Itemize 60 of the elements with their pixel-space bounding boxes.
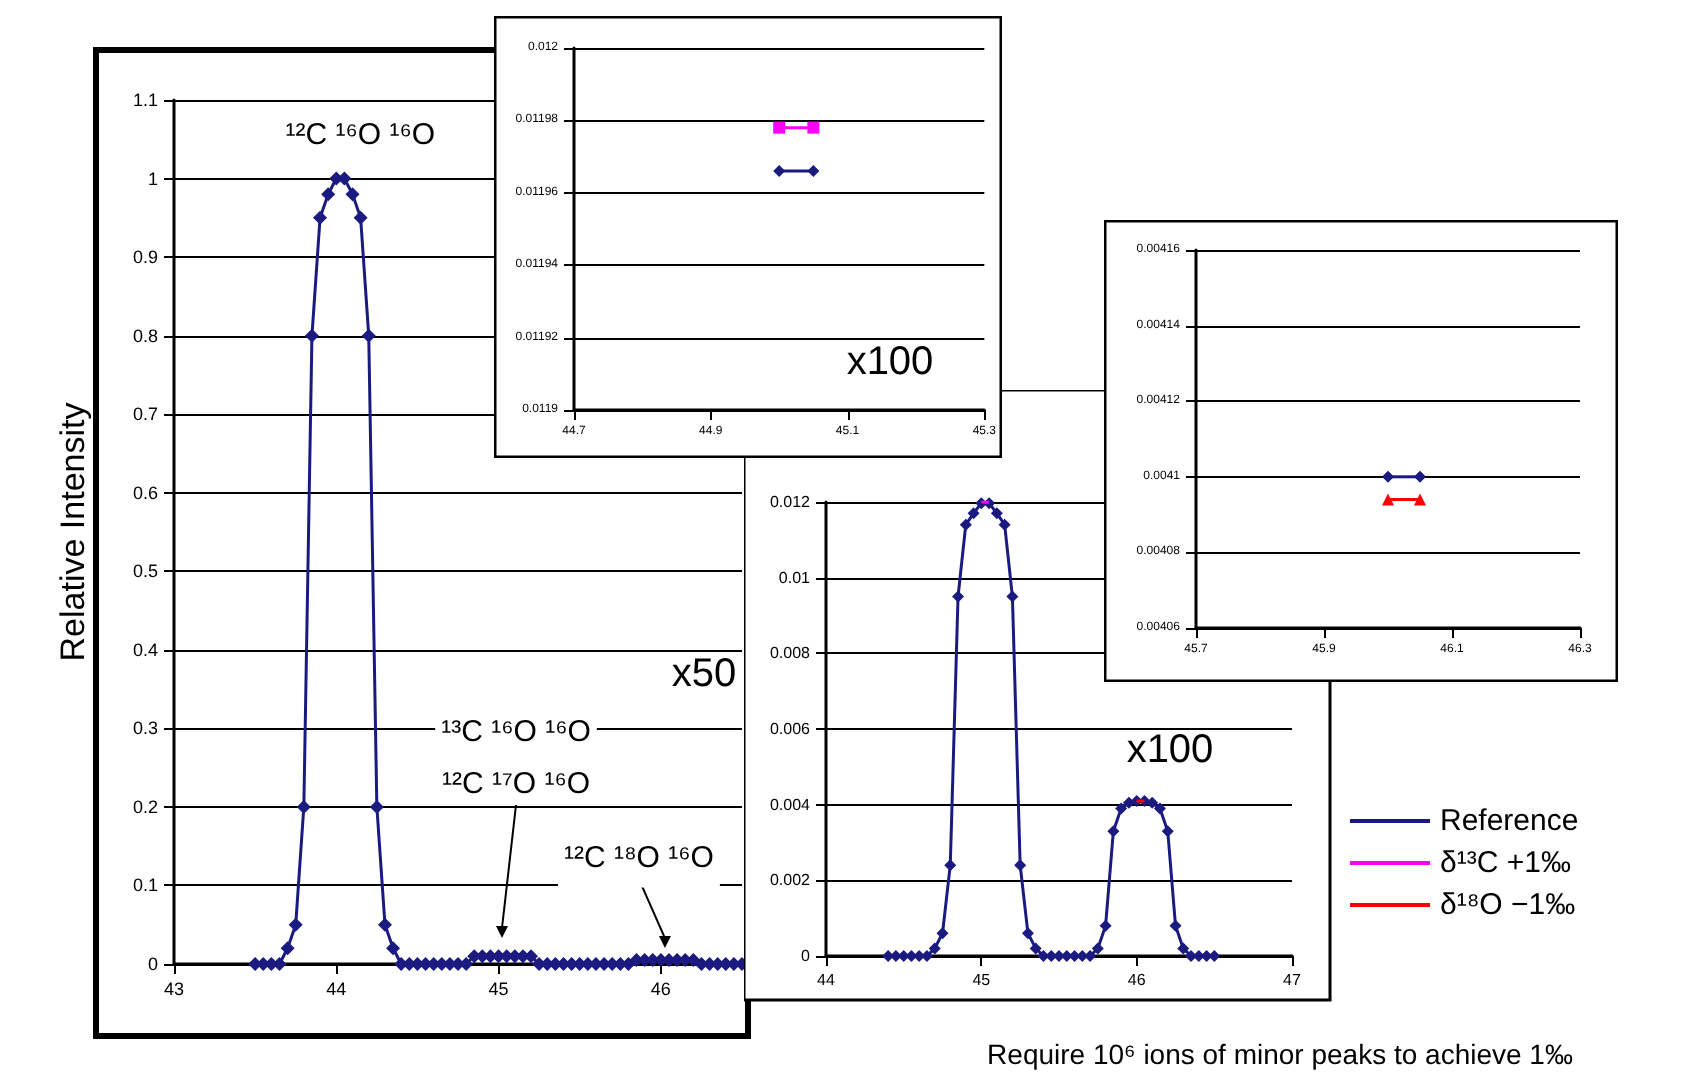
- y-tick-label: 0: [801, 947, 812, 965]
- y-tick-label: 0.006: [769, 720, 812, 738]
- legend-label: Reference: [1440, 804, 1579, 838]
- y-tick-label: 0.01: [778, 568, 812, 587]
- y-tick-label: 1: [147, 168, 158, 189]
- point: [928, 942, 941, 955]
- y-tick-label: 0.2: [132, 796, 158, 817]
- y-tick-label: 0.4: [132, 639, 158, 660]
- x-tick-label: 45: [972, 971, 992, 989]
- x-tick-label: 43: [163, 979, 185, 999]
- point: [952, 590, 965, 603]
- y-tick-label: 0.9: [132, 247, 158, 268]
- text: Require 10⁶ ions of minor peaks to achieve 1‰: [987, 1038, 1573, 1070]
- y-tick-label: 0: [147, 954, 158, 974]
- point: [1014, 859, 1027, 872]
- point: [998, 518, 1011, 531]
- annotation: ¹²C ¹⁶O ¹⁶O: [285, 117, 436, 152]
- y-tick-label: 0.008: [769, 644, 812, 663]
- annotation: x100: [1126, 728, 1214, 772]
- annotation: ¹²C ¹⁷O ¹⁶O: [441, 767, 591, 801]
- annotation: ¹²C ¹⁸O ¹⁶O: [563, 841, 714, 876]
- point: [1006, 590, 1019, 603]
- point: [1021, 927, 1034, 940]
- y-tick-label: 0.8: [132, 325, 158, 346]
- point: [1115, 802, 1128, 815]
- legend-label: δ¹³C +1‰: [1440, 846, 1571, 880]
- point: [936, 927, 949, 940]
- point: [1099, 919, 1112, 932]
- y-tick-label: 0.5: [132, 561, 158, 582]
- x-tick-label: 45: [488, 979, 509, 999]
- y-tick-label: 1.1: [132, 90, 158, 110]
- point: [1091, 942, 1104, 955]
- x-tick-label: 46: [650, 979, 671, 999]
- point: [1177, 942, 1190, 955]
- point: [1161, 825, 1174, 838]
- point: [1169, 919, 1182, 932]
- point: [959, 518, 972, 531]
- point: [944, 859, 957, 872]
- point: [1146, 796, 1159, 809]
- y-tick-label: 0.1: [132, 875, 158, 896]
- point: [1029, 942, 1042, 955]
- y-tick-label: 0.004: [769, 795, 812, 814]
- annotation: x50: [671, 652, 737, 696]
- x-tick-label: 44: [817, 971, 836, 989]
- x-tick-label: 44: [326, 979, 347, 999]
- x-tick-label: 47: [1283, 971, 1302, 989]
- y-tick-label: 0.012: [769, 493, 812, 511]
- legend-label: δ¹⁸O −1‰: [1440, 888, 1576, 922]
- point: [990, 507, 1003, 520]
- annotation: x100: [846, 340, 934, 384]
- y-tick-label: 0.002: [769, 871, 812, 890]
- y-tick-label: 0.6: [132, 482, 158, 503]
- y-tick-label: 0.7: [132, 404, 158, 425]
- annotation: ¹³C ¹⁶O ¹⁶O: [441, 715, 591, 749]
- x-tick-label: 46: [1127, 971, 1147, 989]
- point: [1107, 825, 1120, 838]
- y-tick-label: 0.3: [132, 718, 158, 739]
- y-axis-title: Relative Intensity: [54, 401, 92, 662]
- point: [1153, 802, 1166, 815]
- point: [967, 507, 980, 520]
